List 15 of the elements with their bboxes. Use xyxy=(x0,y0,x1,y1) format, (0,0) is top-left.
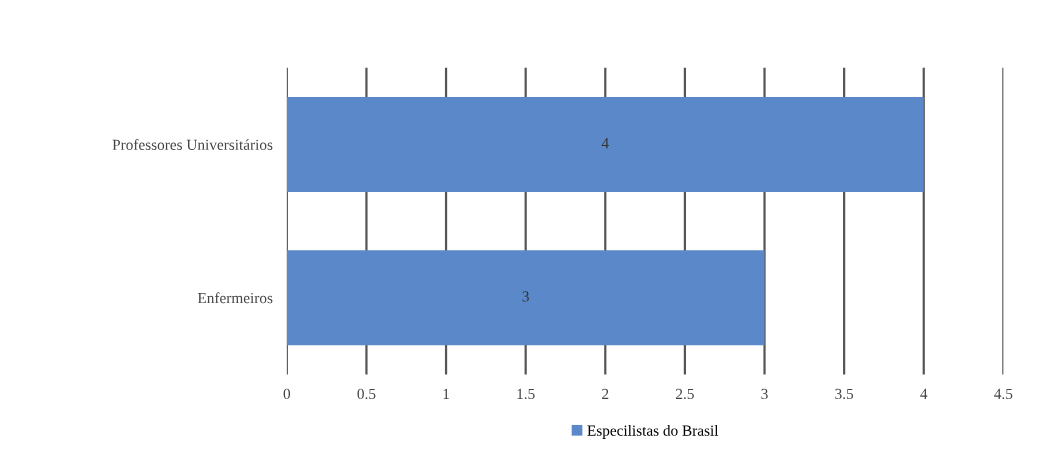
x-tick-label: 0 xyxy=(283,388,291,400)
legend-label: Especilistas do Brasil xyxy=(587,425,719,439)
y-tick-label: Enfermeiros xyxy=(197,292,273,304)
x-tick-label: 3 xyxy=(761,388,768,400)
x-tick-label: 2.5 xyxy=(676,388,694,400)
x-tick-label: 1 xyxy=(443,388,449,399)
data-label: 4 xyxy=(601,138,609,149)
x-tick-label: 2 xyxy=(602,388,609,399)
x-tick-label: 3.5 xyxy=(835,388,854,400)
x-tick-label: 0.5 xyxy=(357,388,376,400)
data-label: 3 xyxy=(522,291,529,302)
x-tick-label: 4.5 xyxy=(994,388,1013,400)
x-tick-label: 4 xyxy=(920,388,928,399)
y-tick-label: Professores Universitários xyxy=(112,139,273,150)
x-tick-label: 1.5 xyxy=(517,388,535,400)
